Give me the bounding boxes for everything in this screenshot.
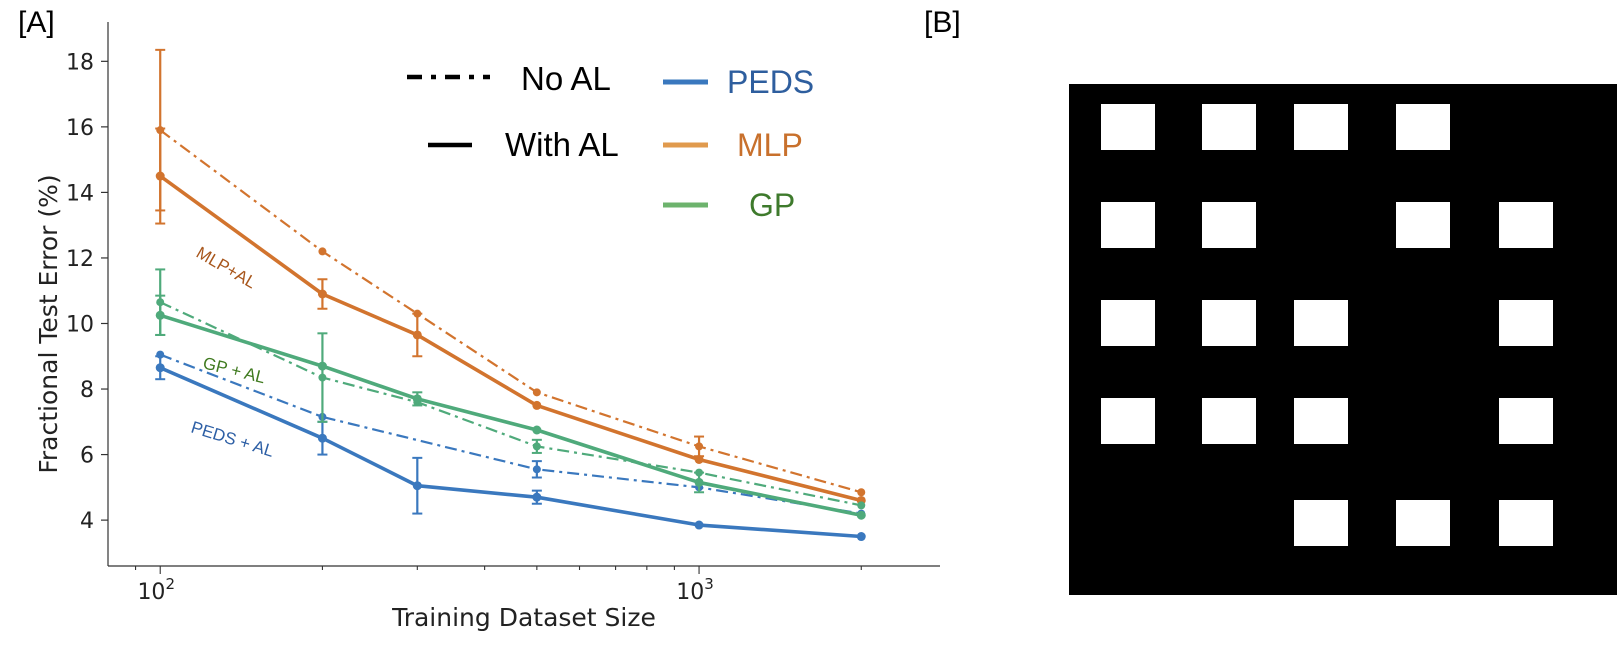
structure-panel [1069, 84, 1617, 595]
x-tick-label: 103 [676, 575, 714, 605]
mlp-al-point [155, 171, 165, 181]
annotation-1: MLP+AL [193, 243, 259, 292]
peds-al-point [412, 481, 422, 491]
x-tick-label: 102 [137, 575, 175, 605]
mlp-no-al-point [695, 442, 704, 451]
structure-hole-r2-c0 [1101, 300, 1155, 346]
error-chart: 4 6 8 10 12 14 16 18 102 103 Training Dataset Size… [34, 22, 940, 632]
gp-al-point [317, 361, 327, 371]
structure-hole-r0-c3 [1396, 104, 1450, 150]
peds-al-line [159, 366, 862, 539]
mlp-no-al-point [318, 247, 327, 256]
peds-al-point [856, 532, 866, 542]
x-axis-label: Training Dataset Size [391, 603, 656, 632]
y-tick-label: 6 [80, 444, 94, 469]
mlp-no-al-point [857, 488, 866, 497]
legend-mlp-label: MLP [737, 127, 803, 163]
gp-no-al-point [532, 442, 541, 451]
mlp-no-al-point [532, 388, 541, 397]
structure-hole-r4-c2 [1294, 500, 1348, 546]
structure-hole-r2-c2 [1294, 300, 1348, 346]
legend-no-al-label: No AL [521, 60, 611, 97]
y-tick-label: 8 [80, 378, 94, 403]
structure-hole-r0-c2 [1294, 104, 1348, 150]
gp-al-point [412, 394, 422, 404]
y-tick-label: 16 [66, 116, 94, 141]
y-tick-label: 10 [66, 312, 94, 337]
peds-al-point [532, 492, 542, 502]
gp-no-al-point [857, 501, 866, 510]
peds-al-point [317, 433, 327, 443]
mlp-al-point [412, 330, 422, 340]
annotation-3: PEDS + AL [189, 418, 276, 461]
gp-al-line [159, 313, 862, 517]
mlp-al-point [694, 454, 704, 464]
mlp-no-al-line [159, 129, 862, 494]
y-tick-label: 4 [80, 509, 94, 534]
gp-al-point [856, 510, 866, 520]
structure-hole-r0-c0 [1101, 104, 1155, 150]
structure-hole-r1-c1 [1202, 202, 1256, 248]
structure-hole-r1-c4 [1499, 202, 1553, 248]
peds-no-al-line [159, 353, 862, 515]
legend-gp-label: GP [749, 187, 795, 223]
mlp-al-line [159, 174, 862, 503]
panel-b-label: [B] [924, 6, 961, 39]
structure-hole-r4-c3 [1396, 500, 1450, 546]
structure-hole-r0-c1 [1202, 104, 1256, 150]
mlp-al-point [532, 400, 542, 410]
gp-no-al-point [318, 373, 327, 382]
structure-hole-r2-c4 [1499, 300, 1553, 346]
structure-hole-r3-c4 [1499, 398, 1553, 444]
mlp-al-point [317, 289, 327, 299]
gp-al-point [155, 310, 165, 320]
structure-hole-r2-c1 [1202, 300, 1256, 346]
panel-a-label: [A] [18, 6, 55, 39]
y-axis-label: Fractional Test Error (%) [34, 174, 63, 473]
structure-hole-r3-c2 [1294, 398, 1348, 444]
structure-hole-r1-c0 [1101, 202, 1155, 248]
structure-hole-r1-c3 [1396, 202, 1450, 248]
structure-hole-r3-c0 [1101, 398, 1155, 444]
peds-no-al-point [532, 465, 541, 474]
legend-with-al-label: With AL [505, 126, 619, 163]
peds-al-point [155, 363, 165, 373]
peds-al-point [694, 520, 704, 530]
structure-hole-r4-c4 [1499, 500, 1553, 546]
y-tick-label: 12 [66, 247, 94, 272]
y-tick-label: 14 [66, 181, 94, 206]
structure-hole-r3-c1 [1202, 398, 1256, 444]
legend-peds-label: PEDS [727, 64, 814, 100]
y-tick-label: 18 [66, 50, 94, 75]
gp-al-point [694, 477, 704, 487]
gp-al-point [532, 425, 542, 435]
